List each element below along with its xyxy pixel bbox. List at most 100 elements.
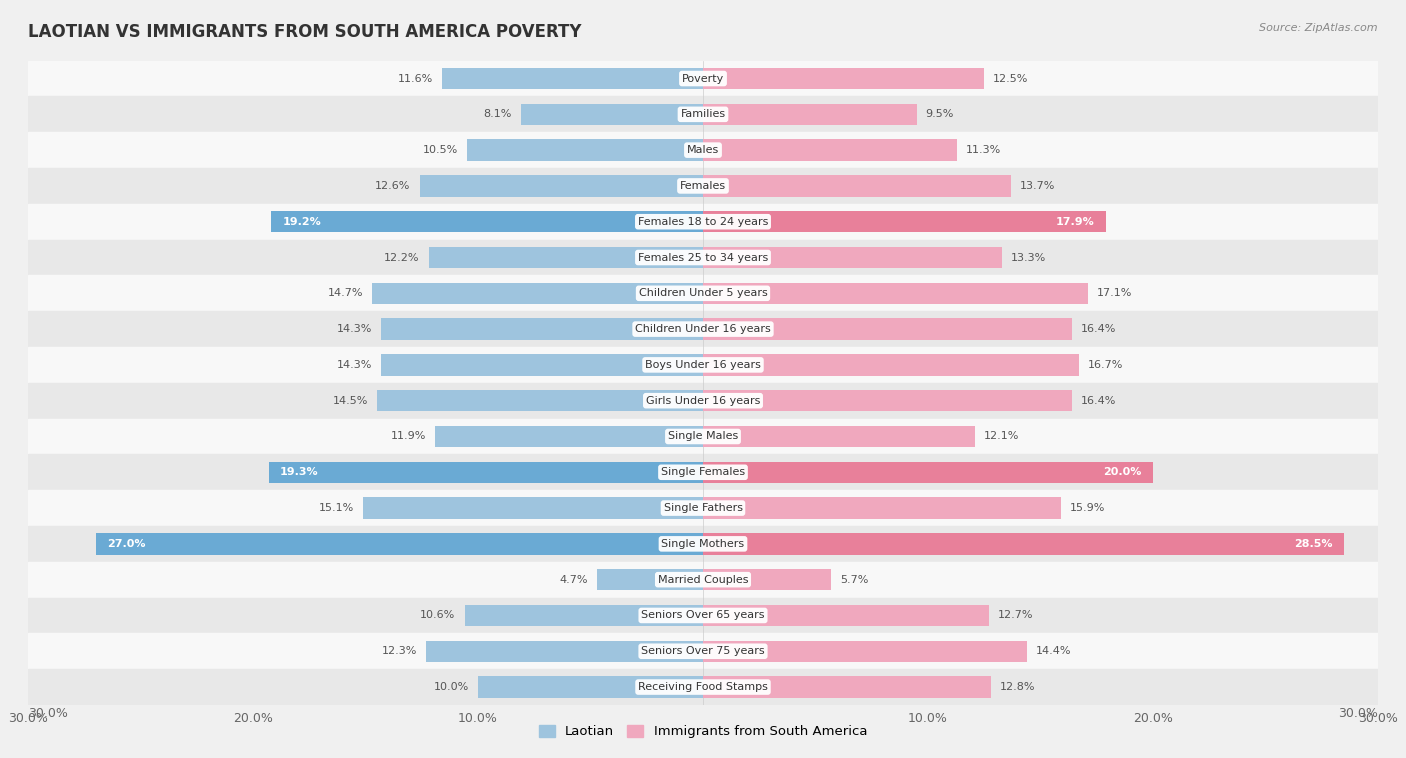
Text: Poverty: Poverty bbox=[682, 74, 724, 83]
Bar bbox=[381, 318, 703, 340]
Text: 16.7%: 16.7% bbox=[1088, 360, 1123, 370]
Bar bbox=[429, 247, 703, 268]
Bar bbox=[703, 533, 1344, 555]
Bar bbox=[363, 497, 703, 518]
Bar bbox=[28, 454, 1378, 490]
Text: 15.1%: 15.1% bbox=[319, 503, 354, 513]
Text: Seniors Over 75 years: Seniors Over 75 years bbox=[641, 647, 765, 656]
Text: Females 25 to 34 years: Females 25 to 34 years bbox=[638, 252, 768, 262]
Text: 4.7%: 4.7% bbox=[560, 575, 588, 584]
Bar bbox=[419, 175, 703, 196]
Text: Single Mothers: Single Mothers bbox=[661, 539, 745, 549]
Bar bbox=[598, 569, 703, 590]
Bar bbox=[426, 641, 703, 662]
Bar bbox=[28, 275, 1378, 312]
Text: 5.7%: 5.7% bbox=[841, 575, 869, 584]
Text: LAOTIAN VS IMMIGRANTS FROM SOUTH AMERICA POVERTY: LAOTIAN VS IMMIGRANTS FROM SOUTH AMERICA… bbox=[28, 23, 582, 41]
Bar bbox=[28, 597, 1378, 634]
Bar bbox=[28, 418, 1378, 454]
Bar bbox=[464, 605, 703, 626]
Text: 11.3%: 11.3% bbox=[966, 145, 1001, 155]
Text: 12.6%: 12.6% bbox=[375, 181, 411, 191]
Text: Single Males: Single Males bbox=[668, 431, 738, 441]
Text: 19.2%: 19.2% bbox=[283, 217, 321, 227]
Text: Single Fathers: Single Fathers bbox=[664, 503, 742, 513]
Bar bbox=[703, 318, 1071, 340]
Bar bbox=[703, 67, 984, 89]
Text: 14.3%: 14.3% bbox=[337, 324, 373, 334]
Bar bbox=[703, 211, 1105, 233]
Text: Children Under 16 years: Children Under 16 years bbox=[636, 324, 770, 334]
Text: 8.1%: 8.1% bbox=[484, 109, 512, 119]
Bar bbox=[703, 283, 1088, 304]
Text: 30.0%: 30.0% bbox=[1339, 706, 1378, 720]
Bar bbox=[703, 139, 957, 161]
Bar bbox=[28, 61, 1378, 96]
Text: 30.0%: 30.0% bbox=[28, 706, 67, 720]
Text: Females 18 to 24 years: Females 18 to 24 years bbox=[638, 217, 768, 227]
Text: 10.5%: 10.5% bbox=[423, 145, 458, 155]
Bar bbox=[703, 390, 1071, 412]
Bar bbox=[28, 312, 1378, 347]
Text: 12.3%: 12.3% bbox=[382, 647, 418, 656]
Text: Single Females: Single Females bbox=[661, 467, 745, 478]
Bar bbox=[703, 641, 1026, 662]
Text: 19.3%: 19.3% bbox=[280, 467, 319, 478]
Text: 12.7%: 12.7% bbox=[998, 610, 1033, 621]
Text: Children Under 5 years: Children Under 5 years bbox=[638, 288, 768, 299]
Bar bbox=[703, 104, 917, 125]
Text: Married Couples: Married Couples bbox=[658, 575, 748, 584]
Bar bbox=[28, 383, 1378, 418]
Text: 14.3%: 14.3% bbox=[337, 360, 373, 370]
Text: Seniors Over 65 years: Seniors Over 65 years bbox=[641, 610, 765, 621]
Bar bbox=[703, 426, 976, 447]
Bar bbox=[703, 462, 1153, 483]
Text: 17.9%: 17.9% bbox=[1056, 217, 1094, 227]
Text: 14.5%: 14.5% bbox=[332, 396, 368, 406]
Text: Receiving Food Stamps: Receiving Food Stamps bbox=[638, 682, 768, 692]
Bar bbox=[28, 240, 1378, 275]
Text: Families: Families bbox=[681, 109, 725, 119]
Bar bbox=[373, 283, 703, 304]
Bar bbox=[28, 96, 1378, 132]
Text: 17.1%: 17.1% bbox=[1097, 288, 1132, 299]
Text: 28.5%: 28.5% bbox=[1295, 539, 1333, 549]
Text: 27.0%: 27.0% bbox=[107, 539, 145, 549]
Text: 13.7%: 13.7% bbox=[1021, 181, 1056, 191]
Bar bbox=[467, 139, 703, 161]
Text: 12.5%: 12.5% bbox=[993, 74, 1029, 83]
Text: 15.9%: 15.9% bbox=[1070, 503, 1105, 513]
Bar bbox=[28, 669, 1378, 705]
Text: 12.1%: 12.1% bbox=[984, 431, 1019, 441]
Text: 10.6%: 10.6% bbox=[420, 610, 456, 621]
Bar bbox=[28, 132, 1378, 168]
Text: 11.6%: 11.6% bbox=[398, 74, 433, 83]
Bar bbox=[703, 175, 1011, 196]
Bar bbox=[28, 347, 1378, 383]
Bar bbox=[703, 247, 1002, 268]
Bar bbox=[28, 634, 1378, 669]
Text: 9.5%: 9.5% bbox=[925, 109, 955, 119]
Text: Source: ZipAtlas.com: Source: ZipAtlas.com bbox=[1260, 23, 1378, 33]
Bar bbox=[703, 569, 831, 590]
Text: 16.4%: 16.4% bbox=[1081, 324, 1116, 334]
Bar bbox=[436, 426, 703, 447]
Bar bbox=[377, 390, 703, 412]
Text: 13.3%: 13.3% bbox=[1011, 252, 1046, 262]
Text: 12.2%: 12.2% bbox=[384, 252, 419, 262]
Bar bbox=[28, 490, 1378, 526]
Legend: Laotian, Immigrants from South America: Laotian, Immigrants from South America bbox=[533, 719, 873, 744]
Text: Males: Males bbox=[688, 145, 718, 155]
Bar bbox=[441, 67, 703, 89]
Bar bbox=[28, 168, 1378, 204]
Text: 20.0%: 20.0% bbox=[1104, 467, 1142, 478]
Bar bbox=[96, 533, 703, 555]
Bar bbox=[703, 354, 1078, 376]
Bar bbox=[269, 462, 703, 483]
Bar bbox=[28, 204, 1378, 240]
Text: 14.7%: 14.7% bbox=[328, 288, 363, 299]
Text: 12.8%: 12.8% bbox=[1000, 682, 1035, 692]
Text: 14.4%: 14.4% bbox=[1036, 647, 1071, 656]
Bar bbox=[381, 354, 703, 376]
Bar bbox=[703, 605, 988, 626]
